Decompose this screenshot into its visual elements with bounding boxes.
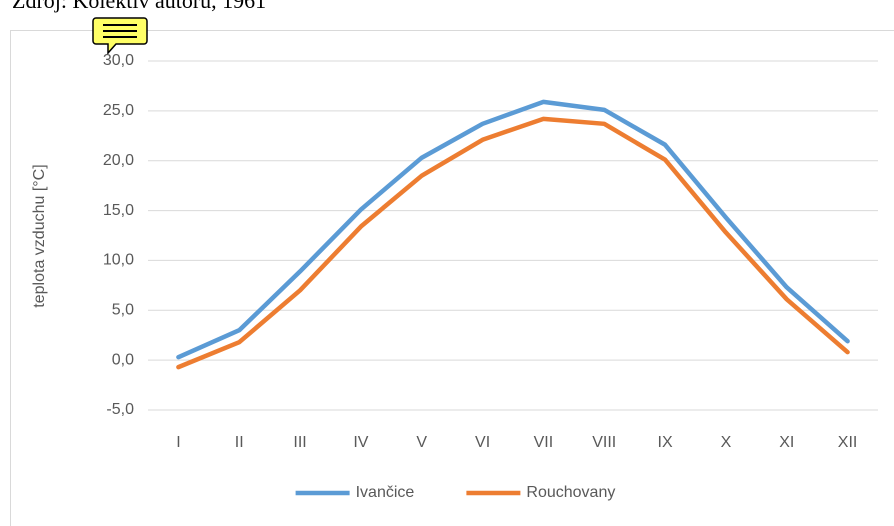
x-tick-label: VIII [592,434,616,451]
y-tick-label: 30,0 [103,52,134,69]
chart-frame [10,30,894,526]
x-tick-label: IV [353,434,368,451]
comment-icon[interactable] [92,17,148,55]
x-tick-label: VII [534,434,554,451]
x-tick-label: X [721,434,732,451]
y-tick-label: 20,0 [103,152,134,169]
x-tick-label: IX [658,434,673,451]
y-tick-label: 15,0 [103,202,134,219]
x-tick-label: V [416,434,427,451]
y-axis-label: teplota vzduchu [°C] [31,164,48,307]
source-note: Zdroj: Kolektiv autorů, 1961 [12,0,266,13]
x-tick-label: I [176,434,180,451]
y-tick-label: 5,0 [112,302,134,319]
y-tick-label: 25,0 [103,102,134,119]
series-line [176,116,850,370]
x-tick-label: II [235,434,244,451]
legend-label: Rouchovany [526,484,615,501]
series-line [176,99,850,360]
y-tick-label: 10,0 [103,252,134,269]
x-tick-label: XI [779,434,794,451]
x-tick-label: III [293,434,306,451]
x-tick-label: XII [838,434,858,451]
legend-label: Ivančice [356,484,415,501]
y-tick-label: -5,0 [106,401,134,418]
x-tick-label: VI [475,434,490,451]
y-tick-label: 0,0 [112,351,134,368]
